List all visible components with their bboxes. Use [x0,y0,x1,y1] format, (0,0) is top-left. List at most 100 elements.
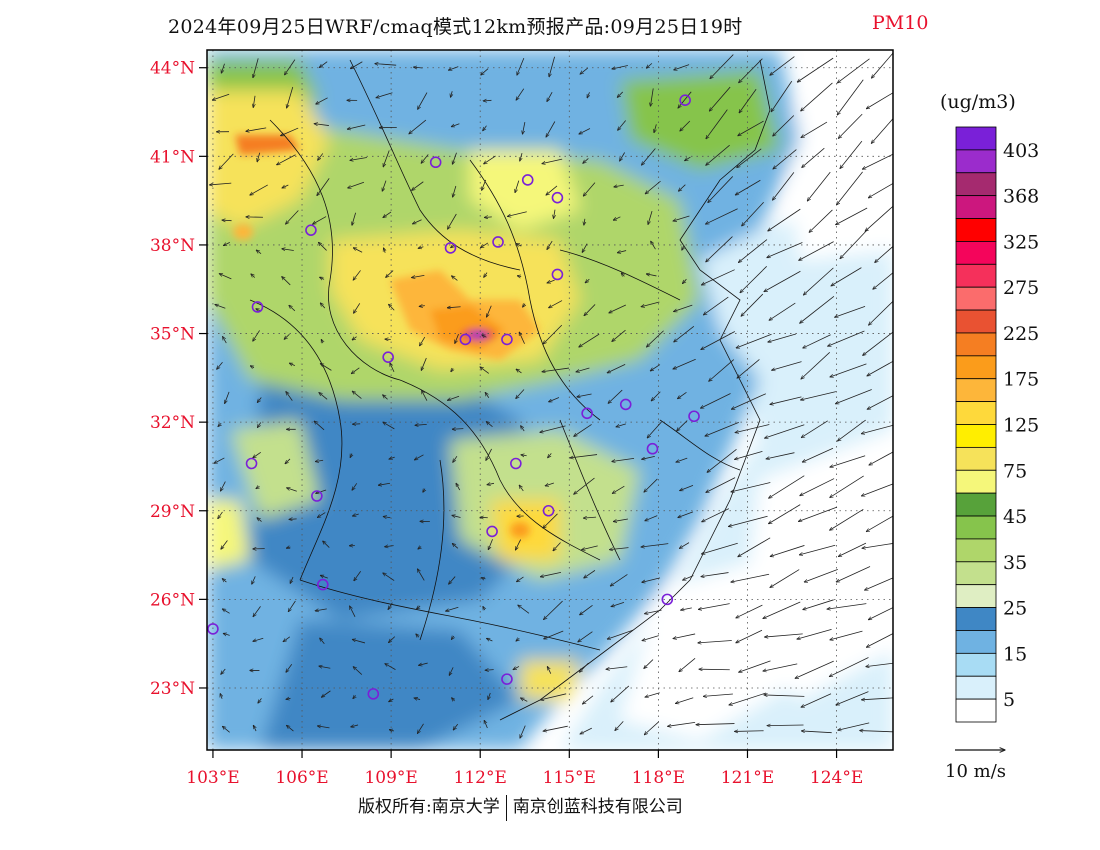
wind-arrow [222,726,230,733]
wind-arrow [485,670,494,671]
wind-arrow [587,92,589,98]
wind-arrow [375,64,397,66]
wind-arrow [607,629,634,639]
wind-arrow [253,58,259,77]
wind-arrow [838,542,867,556]
colorbar-swatch [955,652,997,677]
wind-arrow [685,156,691,161]
wind-arrow [763,663,798,671]
wind-arrow [277,154,296,165]
wind-arrow [353,248,363,253]
wind-arrow [767,725,804,726]
wind-arrow [521,698,528,702]
wind-arrow [289,519,297,520]
wind-arrow [735,731,764,732]
wind-arrow [413,219,422,224]
wind-arrow [218,423,221,426]
wind-arrow [736,629,763,642]
wind-arrow [766,452,795,459]
wind-arrow [518,605,530,614]
wind-arrow [282,184,289,188]
wind-arrow [449,667,454,675]
wind-arrow [673,358,696,369]
wind-arrow [585,278,590,283]
wind-arrow [315,460,324,461]
wind-arrow [385,546,394,547]
wind-arrow [706,477,736,493]
colorbar-tick-label: 225 [1003,323,1039,345]
wind-arrow [642,456,655,459]
city-marker [619,398,632,411]
wind-arrow [389,636,396,643]
wind-arrow [221,540,228,549]
wind-arrow [579,662,589,672]
wind-arrow [678,511,694,518]
wind-arrow [771,80,793,112]
colorbar-swatch [955,286,997,311]
wind-arrow [448,213,457,229]
lon-tick-label: 115°E [543,768,596,788]
lon-tick-label: 109°E [364,768,417,788]
wind-arrow [421,357,427,370]
wind-arrow [647,421,662,438]
wind-arrow [319,666,331,669]
wind-arrow [515,180,520,193]
wind-arrow [862,153,893,169]
wind-arrow [866,92,893,108]
wind-arrow [677,420,688,431]
copyright-notice: 版权所有:南京大学 南京创蓝科技有限公司 [358,792,683,821]
wind-arrow [827,603,867,610]
wind-arrow [801,82,833,111]
wind-arrow [580,605,593,615]
wind-arrow [421,154,429,163]
wind-arrow [353,270,361,280]
wind-arrow [837,79,864,115]
wind-arrow [417,569,425,581]
wind-arrow [549,300,563,308]
wind-arrow [737,148,762,168]
wind-arrow [286,547,291,548]
wind-arrow [768,208,801,231]
wind-arrow [836,691,869,705]
wind-arrow [257,152,261,162]
wind-arrow [256,250,262,255]
wind-arrow [389,457,395,459]
wind-vectors [209,52,893,738]
wind-arrow [507,211,527,217]
wind-arrow [483,606,485,610]
wind-arrow [708,176,734,202]
wind-arrow [578,631,593,642]
wind-arrow [547,91,553,101]
wind-arrow [577,393,592,397]
wind-arrow [768,504,801,524]
wind-arrow [523,304,525,307]
wind-arrow [321,339,323,343]
wind-arrow [764,695,805,696]
wind-arrow [317,726,330,728]
wind-arrow [289,363,296,365]
wind-arrow [517,276,522,277]
wind-arrow [710,54,734,79]
wind-arrow [584,570,596,578]
colorbar-swatch [955,630,997,654]
wind-arrow [861,483,893,496]
city-marker [444,242,457,254]
wind-arrow [253,725,256,732]
lon-tick-label: 103°E [186,768,239,788]
wind-arrow [253,606,261,616]
wind-arrow [614,185,624,187]
wind-arrow [451,123,460,127]
wind-arrow [651,241,656,250]
wind-arrow [801,731,832,734]
wind-arrow [705,421,739,436]
city-marker [646,442,659,455]
wind-arrow [617,251,627,253]
wind-arrow [835,306,866,317]
wind-arrow [651,391,661,401]
lat-tick-label: 26°N [150,590,195,610]
wind-arrow [576,367,590,372]
wind-arrow [803,334,831,348]
wind-arrow [801,352,831,379]
colorbar-swatch [955,584,997,608]
wind-arrow [865,577,893,590]
